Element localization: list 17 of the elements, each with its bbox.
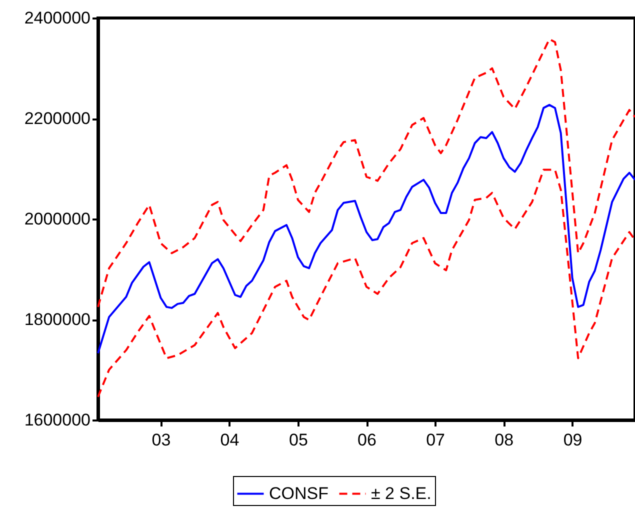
line-series [97, 168, 635, 398]
legend-label: CONSF [269, 484, 328, 503]
line-series [97, 38, 635, 308]
y-tick-label: 2400000 [24, 8, 90, 28]
x-tick-label: 07 [426, 430, 445, 450]
y-tick-label: 1800000 [24, 310, 90, 329]
y-tick-label: 1600000 [24, 410, 90, 430]
x-tick-label: 05 [289, 430, 308, 450]
x-tick-label: 09 [563, 430, 582, 450]
line-series [97, 104, 635, 354]
y-tick-label: 2000000 [24, 210, 90, 228]
legend-label: ± 2 S.E. [371, 484, 432, 503]
x-tick-label: 04 [220, 430, 240, 450]
x-tick-label: 08 [494, 430, 514, 450]
x-tick-label: 06 [358, 430, 376, 450]
y-tick-label: 2200000 [24, 109, 90, 128]
x-tick-label: 03 [152, 430, 171, 450]
